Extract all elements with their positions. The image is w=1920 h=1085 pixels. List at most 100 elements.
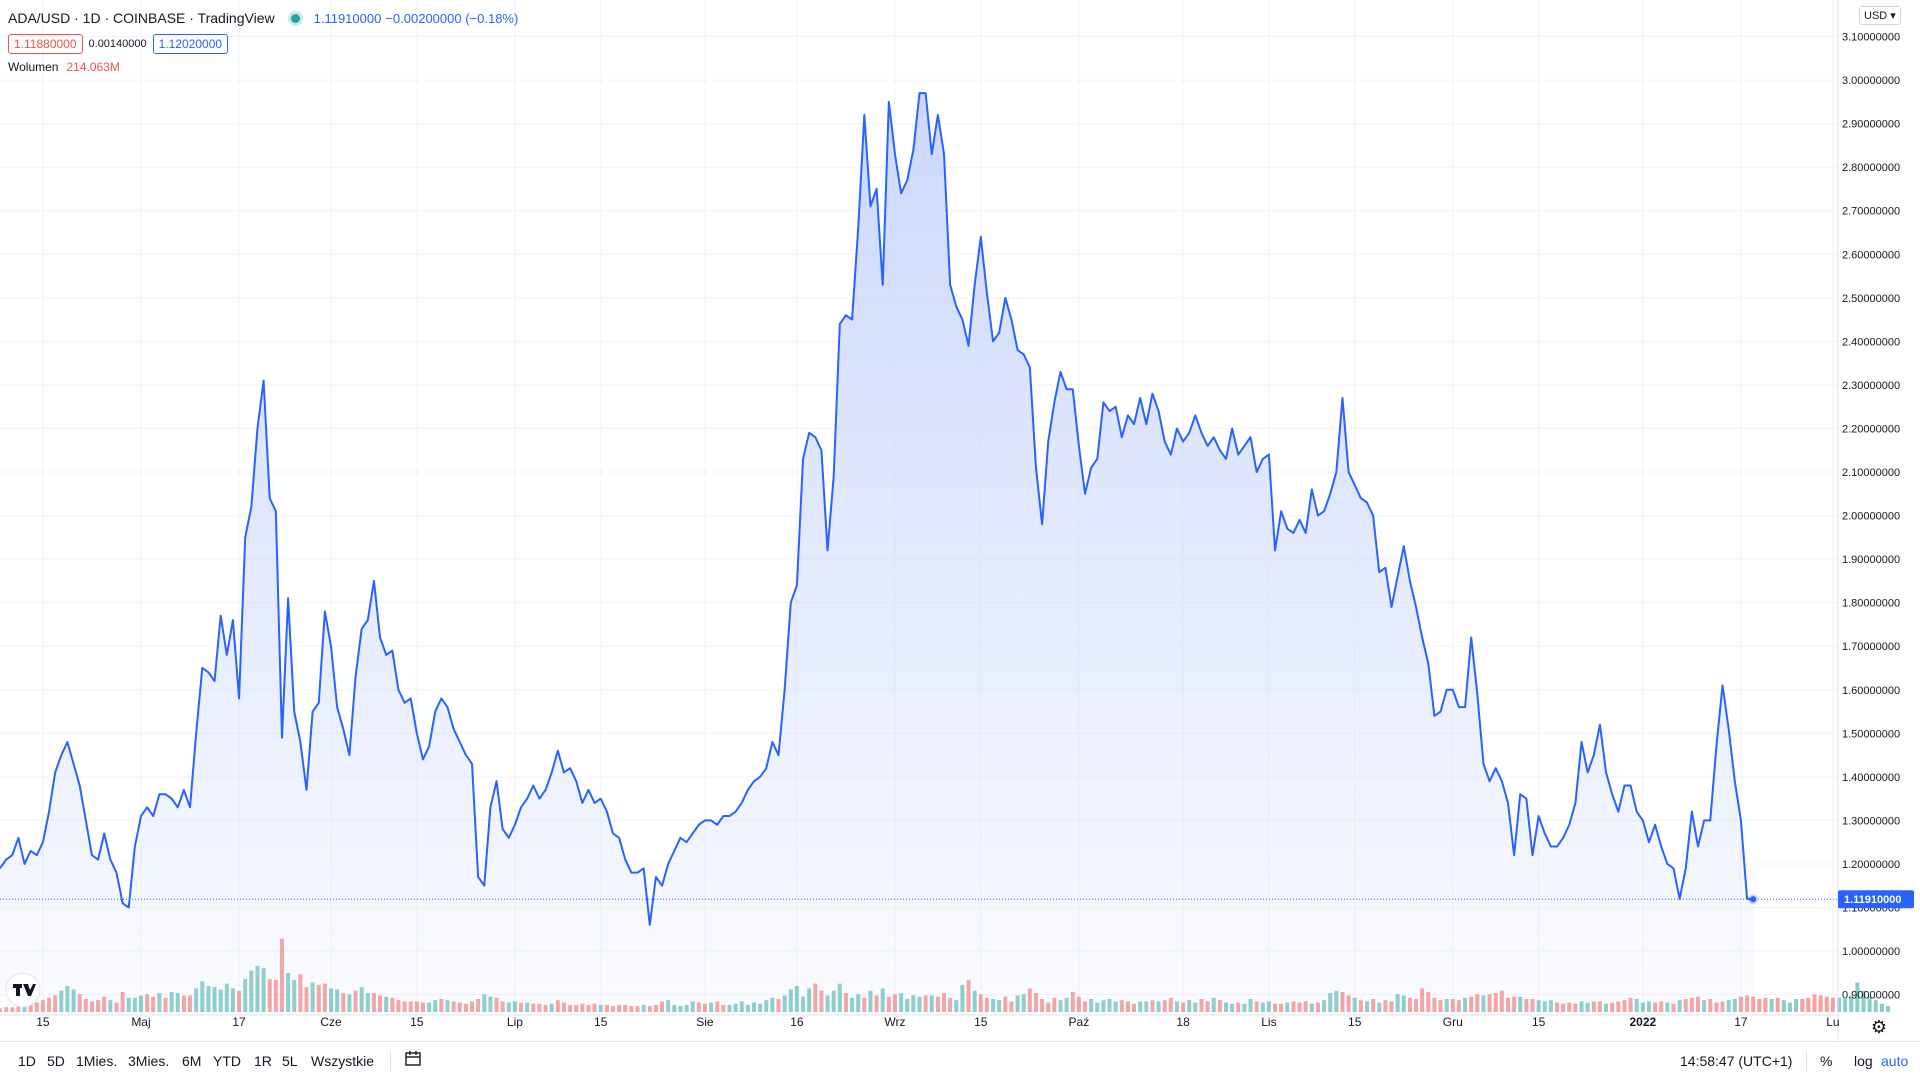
- symbol-title[interactable]: ADA/USD · 1D · COINBASE · TradingView: [8, 10, 275, 26]
- time-tick-label: 2022: [1629, 1015, 1656, 1029]
- price-tick-label: 1.80000000: [1842, 598, 1900, 610]
- time-tick-label: Lip: [507, 1015, 523, 1029]
- volume-bar: [1757, 999, 1762, 1012]
- price-area: [0, 93, 1754, 1015]
- price-tick-label: 1.60000000: [1842, 685, 1900, 697]
- price-tick-label: 2.10000000: [1842, 467, 1900, 479]
- percent-scale-toggle[interactable]: %: [1820, 1053, 1833, 1069]
- volume-bar: [1775, 997, 1780, 1012]
- toolbar-divider: [390, 1051, 391, 1071]
- time-tick-label: 17: [232, 1015, 246, 1029]
- volume-value: 214.063M: [66, 60, 120, 74]
- volume-bar: [1824, 996, 1829, 1012]
- range-1y[interactable]: 1R: [254, 1053, 272, 1069]
- price-tick-label: 2.30000000: [1842, 380, 1900, 392]
- volume-bar: [1879, 1003, 1884, 1012]
- clock-timezone[interactable]: 14:58:47 (UTC+1): [1680, 1053, 1793, 1069]
- time-tick-label: Maj: [131, 1015, 150, 1029]
- price-tick-label: 3.00000000: [1842, 75, 1900, 87]
- chart-legend: ADA/USD · 1D · COINBASE · TradingView 1.…: [8, 6, 522, 74]
- price-tick-label: 2.80000000: [1842, 162, 1900, 174]
- range-3m[interactable]: 3Mies.: [128, 1053, 170, 1069]
- price-tick-label: 2.90000000: [1842, 119, 1900, 131]
- volume-bar: [1830, 997, 1835, 1012]
- time-tick-label: Sie: [696, 1015, 714, 1029]
- volume-bar: [1787, 1002, 1792, 1012]
- time-tick-label: 15: [410, 1015, 424, 1029]
- last-price-dot[interactable]: [1750, 896, 1757, 903]
- calendar-goto-icon[interactable]: [404, 1050, 422, 1068]
- last-price: 1.11910000: [313, 10, 382, 26]
- log-scale-toggle[interactable]: log: [1854, 1053, 1873, 1069]
- price-tick-label: 0.90000000: [1842, 990, 1900, 1002]
- price-tick-label: 2.20000000: [1842, 423, 1900, 435]
- spread-value: 0.00140000: [88, 38, 147, 50]
- price-tick-label: 2.50000000: [1842, 293, 1900, 305]
- price-change: −0.00200000 (−0.18%): [385, 10, 519, 26]
- price-tick-label: 3.10000000: [1842, 32, 1900, 44]
- volume-bar: [1763, 997, 1768, 1012]
- gear-icon[interactable]: ⚙: [1870, 1017, 1888, 1037]
- price-tick-label: 2.00000000: [1842, 511, 1900, 523]
- time-tick-label: Gru: [1443, 1015, 1463, 1029]
- price-tick-label: 1.20000000: [1842, 859, 1900, 871]
- time-tick-label: Paź: [1069, 1015, 1090, 1029]
- chevron-down-icon: ▾: [1890, 10, 1896, 22]
- range-5y[interactable]: 5L: [282, 1053, 298, 1069]
- time-tick-label: 17: [1734, 1015, 1748, 1029]
- price-tick-label: 1.30000000: [1842, 815, 1900, 827]
- volume-bar: [1867, 996, 1872, 1012]
- range-ytd[interactable]: YTD: [213, 1053, 241, 1069]
- volume-bar: [1781, 1000, 1786, 1012]
- price-tick-label: 1.50000000: [1842, 728, 1900, 740]
- time-tick-label: 16: [790, 1015, 804, 1029]
- range-6m[interactable]: 6M: [182, 1053, 202, 1069]
- time-tick-label: 18: [1176, 1015, 1190, 1029]
- volume-bar: [1837, 997, 1841, 1012]
- currency-select[interactable]: USD ▾: [1859, 6, 1901, 25]
- range-1d[interactable]: 1D: [18, 1053, 36, 1069]
- bid-price[interactable]: 1.11880000: [8, 34, 83, 54]
- time-tick-label: Lu: [1826, 1015, 1839, 1029]
- tradingview-logo[interactable]: [5, 972, 41, 1008]
- time-tick-label: Wrz: [884, 1015, 905, 1029]
- volume-bar: [1800, 999, 1805, 1012]
- time-tick-label: 15: [594, 1015, 608, 1029]
- volume-bar: [1818, 995, 1823, 1012]
- range-all[interactable]: Wszystkie: [311, 1053, 374, 1069]
- market-status-dot[interactable]: [290, 13, 300, 23]
- volume-label: Wolumen: [8, 60, 59, 74]
- price-tick-label: 1.40000000: [1842, 772, 1900, 784]
- time-tick-label: Cze: [320, 1015, 342, 1029]
- time-tick-label: Lis: [1261, 1015, 1276, 1029]
- volume-bar: [1886, 1006, 1891, 1012]
- currency-label: USD: [1864, 10, 1888, 22]
- last-value-tag: [1838, 890, 1914, 909]
- range-1m[interactable]: 1Mies.: [76, 1053, 118, 1069]
- toolbar-divider: [1806, 1051, 1807, 1071]
- volume-bar: [1769, 999, 1774, 1012]
- last-value-label: 1.11910000: [1844, 894, 1902, 906]
- price-tick-label: 2.60000000: [1842, 249, 1900, 261]
- time-tick-label: 15: [974, 1015, 988, 1029]
- auto-scale-toggle[interactable]: auto: [1881, 1053, 1909, 1069]
- bottom-toolbar: 1D 5D 1Mies. 3Mies. 6M YTD 1R 5L Wszystk…: [0, 1041, 1920, 1081]
- volume-bar: [1849, 995, 1854, 1012]
- volume-bar: [1806, 997, 1811, 1012]
- ask-price[interactable]: 1.12020000: [152, 34, 229, 54]
- volume-bar: [1812, 994, 1817, 1012]
- volume-bar: [1843, 999, 1848, 1012]
- price-tick-label: 2.40000000: [1842, 336, 1900, 348]
- price-tick-label: 1.70000000: [1842, 641, 1900, 653]
- price-tick-label: 2.70000000: [1842, 206, 1900, 218]
- volume-bar: [1873, 1000, 1878, 1012]
- price-line[interactable]: [0, 92, 1754, 926]
- time-tick-label: 15: [1532, 1015, 1546, 1029]
- time-tick-label: 15: [1348, 1015, 1362, 1029]
- volume-bar: [1861, 990, 1866, 1012]
- volume-bar: [1855, 982, 1860, 1012]
- time-tick-label: 15: [36, 1015, 50, 1029]
- range-5d[interactable]: 5D: [47, 1053, 65, 1069]
